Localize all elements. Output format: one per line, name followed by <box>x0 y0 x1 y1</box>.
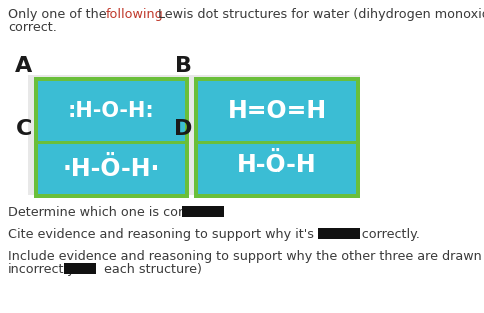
Text: H-Ö-H: H-Ö-H <box>237 153 316 177</box>
Text: each structure): each structure) <box>100 263 201 276</box>
Text: D: D <box>173 119 192 139</box>
Text: incorrectly.: incorrectly. <box>8 263 78 276</box>
Text: B: B <box>175 56 192 76</box>
Text: A: A <box>15 56 32 76</box>
FancyBboxPatch shape <box>194 77 359 145</box>
FancyBboxPatch shape <box>34 77 189 145</box>
FancyBboxPatch shape <box>182 206 224 217</box>
FancyBboxPatch shape <box>38 144 184 194</box>
Text: correct.: correct. <box>8 21 57 34</box>
FancyBboxPatch shape <box>197 81 355 141</box>
Text: Determine which one is correct.: Determine which one is correct. <box>8 206 212 219</box>
Text: ¨: ¨ <box>273 170 280 184</box>
FancyBboxPatch shape <box>318 228 359 239</box>
FancyBboxPatch shape <box>28 75 359 195</box>
Text: C: C <box>15 119 32 139</box>
Text: following: following <box>106 8 164 21</box>
FancyBboxPatch shape <box>197 144 355 194</box>
Text: Lewis dot structures for water (dihydrogen monoxide) is: Lewis dot structures for water (dihydrog… <box>154 8 484 21</box>
FancyBboxPatch shape <box>194 140 359 198</box>
FancyBboxPatch shape <box>34 140 189 198</box>
Text: ·H-Ö-H·: ·H-Ö-H· <box>63 157 160 181</box>
Text: :H-O-H:: :H-O-H: <box>68 101 154 121</box>
Text: H=O=H: H=O=H <box>227 99 326 123</box>
Text: Cite evidence and reasoning to support why it's drawn correctly.: Cite evidence and reasoning to support w… <box>8 228 419 241</box>
Text: Only one of the: Only one of the <box>8 8 110 21</box>
FancyBboxPatch shape <box>38 81 184 141</box>
Text: Include evidence and reasoning to support why the other three are drawn: Include evidence and reasoning to suppor… <box>8 250 481 263</box>
FancyBboxPatch shape <box>64 263 96 274</box>
